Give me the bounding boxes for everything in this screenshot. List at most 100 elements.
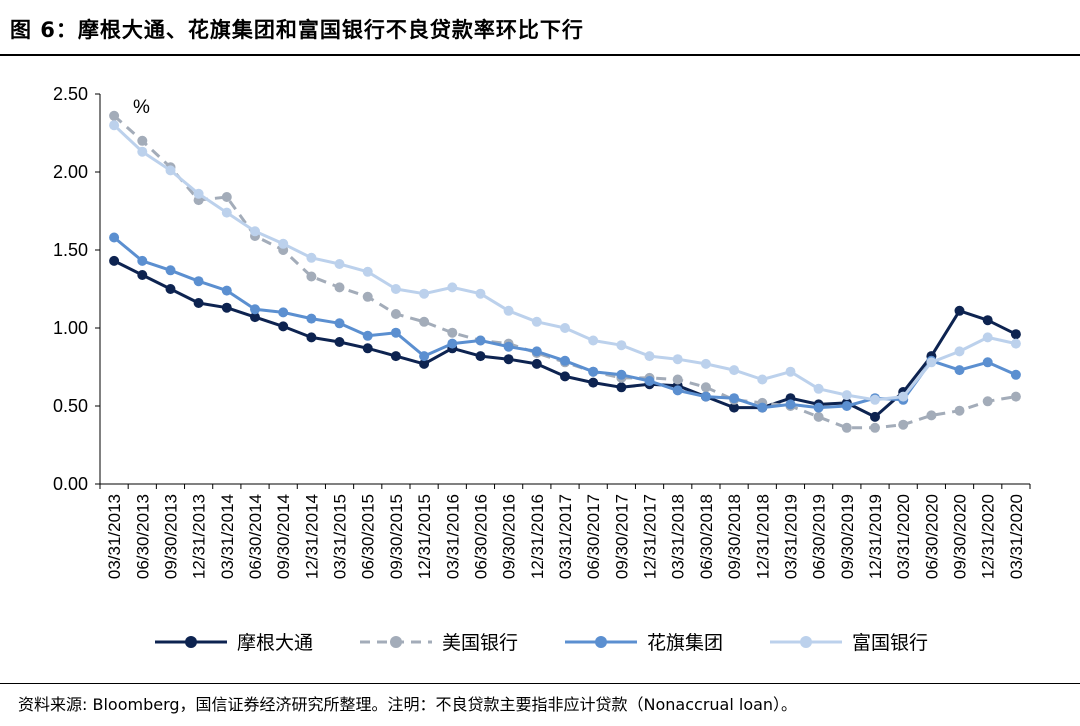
data-point [306,252,317,263]
data-point [475,335,486,346]
data-point [729,393,740,404]
data-point [362,266,373,277]
data-point [250,312,260,323]
data-point [954,346,965,357]
data-point [926,410,937,421]
x-tick-label: 12/31/2017 [641,494,660,579]
legend-label: 花旗集团 [647,632,723,654]
data-point [729,365,740,376]
x-tick-label: 06/30/2015 [359,494,378,579]
series-1 [109,255,1021,422]
x-tick-label: 09/30/2016 [500,494,519,579]
data-point [390,309,401,319]
data-point [109,120,120,131]
x-tick-label: 09/30/2020 [951,494,970,579]
title-bar: 图 6：摩根大通、花旗集团和富国银行不良贷款率环比下行 [0,0,1080,56]
data-point [137,146,148,157]
data-point [531,358,542,369]
data-point [813,383,824,394]
x-tick-label: 09/30/2013 [161,494,180,579]
y-tick-labels: 0.00 0.50 1.00 1.50 2.00 2.50 [53,84,88,494]
legend-marker [800,636,812,648]
y-tick-label: 2.50 [53,84,88,104]
data-point [588,335,599,346]
data-point [137,135,148,146]
data-point [306,271,317,282]
data-point [109,255,120,266]
legend-label: 美国银行 [442,632,518,654]
data-point [729,402,740,413]
x-tick-label: 06/30/2013 [133,494,152,579]
data-point [447,282,458,293]
data-point [954,405,965,416]
data-point [362,330,373,341]
series-line [113,259,1017,419]
y-tick-label: 1.50 [53,240,88,260]
data-point [785,366,796,377]
x-tick-label: 03/31/2019 [781,494,800,579]
data-point [278,307,289,318]
x-tick-label: 12/31/2015 [415,494,434,579]
x-tick-label: 09/30/2018 [725,494,744,579]
data-point [560,371,570,382]
data-point [954,305,965,316]
x-tick-label: 12/31/2014 [302,494,321,579]
data-point [841,401,852,411]
series-4 [109,120,1021,405]
x-tick-label: 06/30/2014 [246,494,265,579]
x-tick-label: 09/30/2019 [838,494,857,579]
legend-item-1: 摩根大通 [155,632,313,654]
data-point [644,376,655,386]
series-2 [109,110,1021,433]
data-point [250,304,260,315]
legend-label: 摩根大通 [237,632,313,654]
data-point [954,365,965,376]
y-tick-label: 0.00 [53,474,88,494]
data-point [982,357,993,368]
data-point [306,313,317,324]
data-point [503,354,514,365]
chart-axes [95,93,1031,489]
x-tick-label: 12/31/2019 [866,494,885,579]
source-note: 资料来源: Bloomberg，国信证券经济研究所整理。注明：不良贷款主要指非应… [18,695,798,714]
data-point [419,288,430,299]
data-point [531,346,542,357]
data-point [813,402,824,413]
data-point [165,284,176,294]
data-point [757,374,768,385]
legend: 摩根大通 美国银行 花旗集团 富国银行 [155,632,928,654]
data-point [982,332,993,343]
x-tick-label: 09/30/2015 [387,494,406,579]
data-point [475,351,486,362]
data-point [672,374,683,385]
data-point [109,232,120,243]
data-point [221,285,232,296]
x-tick-label: 12/31/2013 [190,494,209,579]
data-point [447,338,458,349]
x-tick-label: 03/31/2017 [556,494,575,579]
legend-item-3: 花旗集团 [565,632,723,654]
data-point [1010,329,1021,340]
data-point [841,390,852,401]
data-point [841,422,852,433]
y-tick-label: 0.50 [53,396,88,416]
x-tick-label: 12/31/2016 [528,494,547,579]
data-point [1010,369,1021,380]
data-point [785,399,796,410]
data-point [757,402,768,413]
legend-label: 富国银行 [852,632,928,654]
data-point [390,284,401,294]
x-tick-label: 06/30/2017 [584,494,603,579]
y-unit-label: % [133,97,150,118]
legend-item-2: 美国银行 [360,632,518,654]
data-point [560,323,570,333]
data-point [390,327,401,338]
data-point [362,343,373,354]
x-tick-label: 03/31/2015 [331,494,350,579]
footer: 资料来源: Bloomberg，国信证券经济研究所整理。注明：不良贷款主要指非应… [0,683,1080,726]
x-tick-label: 06/30/2020 [922,494,941,579]
x-tick-label: 06/30/2019 [810,494,829,579]
data-point [700,391,711,402]
data-point [278,321,289,332]
data-point [165,165,176,176]
